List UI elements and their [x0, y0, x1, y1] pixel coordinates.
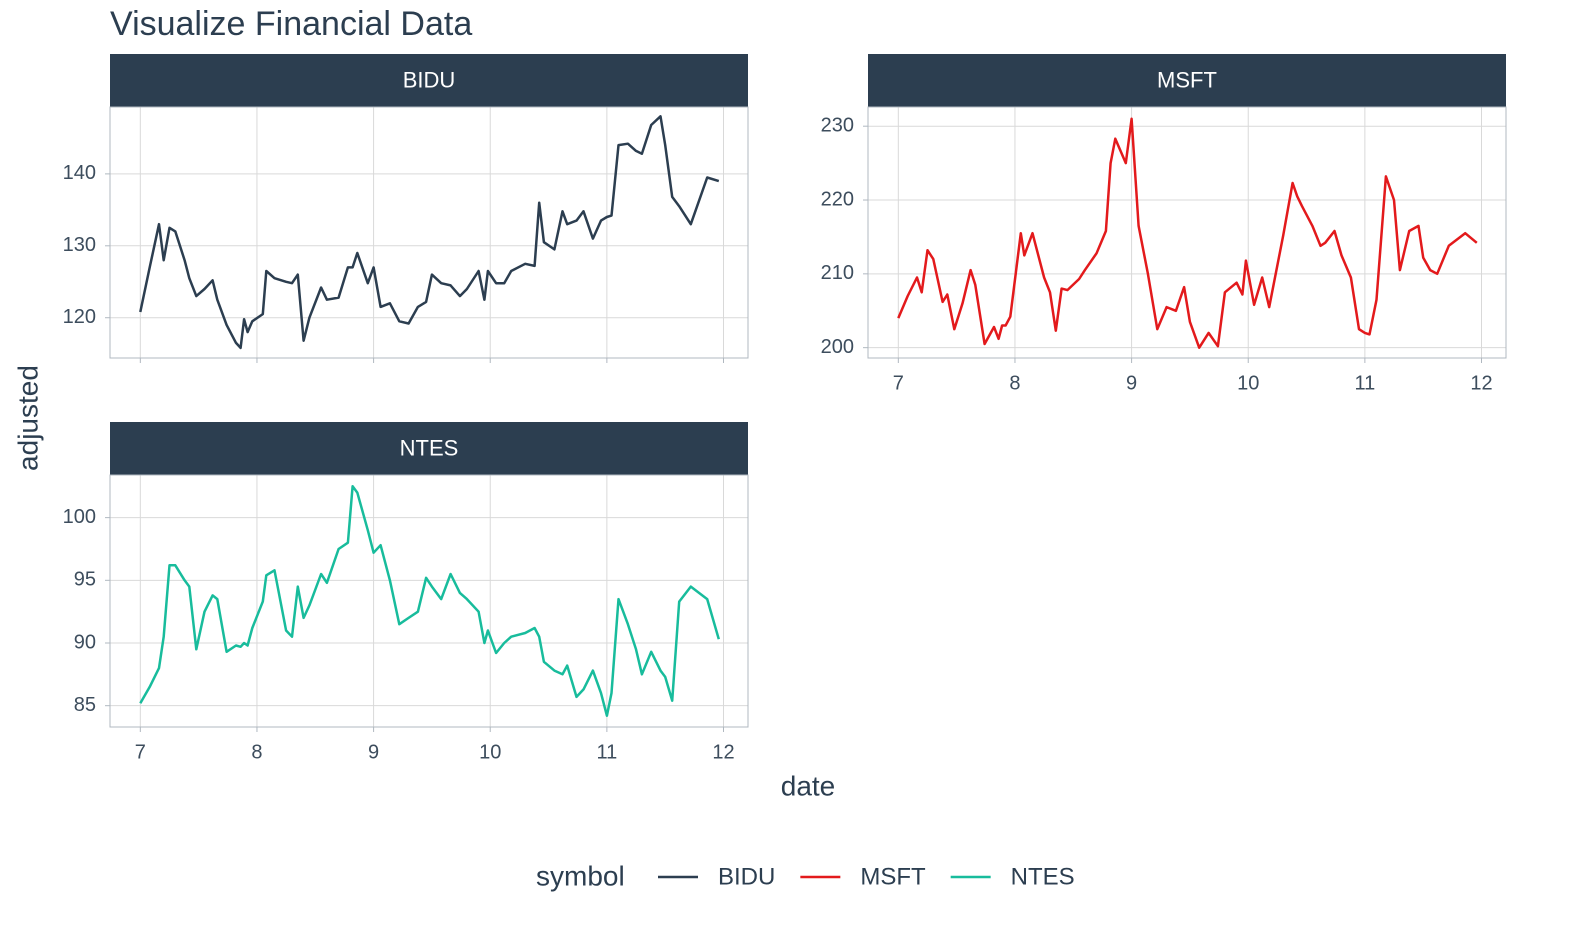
y-tick-label: 200	[821, 336, 854, 358]
y-tick-label: 230	[821, 114, 854, 136]
line	[139, 485, 721, 717]
y-axis-label: adjusted	[12, 365, 43, 471]
chart-title: Visualize Financial Data	[110, 5, 472, 43]
panel-border	[109, 106, 749, 359]
panel-border	[109, 474, 749, 728]
y-tick-label: 95	[74, 569, 96, 591]
y-tick-label: 140	[63, 162, 96, 184]
y-tick-label: 120	[63, 306, 96, 328]
x-tick-label: 12	[1470, 372, 1492, 394]
y-tick-label: 210	[821, 262, 854, 284]
strip-label: BIDU	[403, 67, 456, 92]
x-tick-label: 9	[1126, 372, 1137, 394]
x-tick-label: 9	[368, 741, 379, 763]
strip	[110, 54, 748, 107]
y-tick-label: 85	[74, 694, 96, 716]
y-tick-label: 220	[821, 188, 854, 210]
x-tick-label: 7	[135, 741, 146, 763]
x-tick-label: 11	[596, 741, 617, 763]
y-tick-label: 130	[63, 234, 96, 256]
strip	[110, 422, 748, 475]
line	[139, 115, 720, 350]
legend-label: BIDU	[718, 863, 775, 890]
x-axis-label: date	[781, 770, 836, 801]
x-tick-label: 10	[479, 741, 501, 763]
x-tick-label: 7	[893, 372, 904, 394]
y-tick-label: 90	[74, 631, 96, 653]
legend-label: NTES	[1011, 863, 1075, 890]
panel-border	[867, 106, 1507, 359]
legend-label: MSFT	[860, 863, 926, 890]
x-tick-label: 11	[1354, 372, 1375, 394]
strip-label: NTES	[400, 435, 459, 460]
y-tick-label: 100	[63, 506, 96, 528]
x-tick-label: 8	[251, 741, 262, 763]
strip	[868, 54, 1506, 107]
x-tick-label: 10	[1237, 372, 1259, 394]
strip-label: MSFT	[1157, 67, 1217, 92]
x-tick-label: 12	[712, 741, 734, 763]
line	[897, 117, 1478, 349]
legend-title: symbol	[536, 860, 625, 891]
x-tick-label: 8	[1009, 372, 1020, 394]
